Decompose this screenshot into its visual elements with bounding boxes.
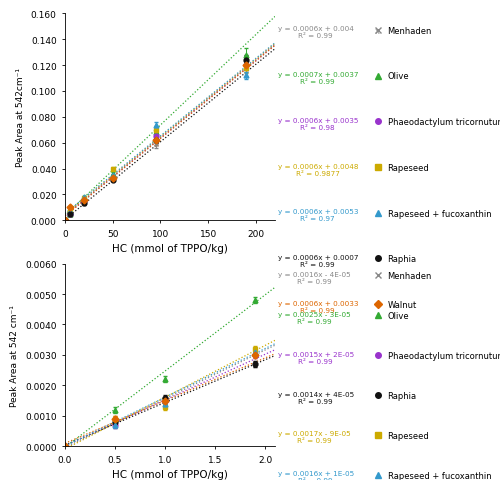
Text: Menhaden: Menhaden <box>388 272 432 280</box>
X-axis label: HC (mmol of TPPO/kg): HC (mmol of TPPO/kg) <box>112 244 228 253</box>
Text: y = 0.0006x + 0.0007
R² = 0.99: y = 0.0006x + 0.0007 R² = 0.99 <box>278 254 358 267</box>
Text: x: x <box>375 27 380 36</box>
Text: Olive: Olive <box>388 72 409 81</box>
Text: y = 0.0016x + 1E-05
R² = 0.99: y = 0.0016x + 1E-05 R² = 0.99 <box>278 470 354 480</box>
Text: Menhaden: Menhaden <box>388 27 432 36</box>
Text: y = 0.0006x + 0.0053
R² = 0.97: y = 0.0006x + 0.0053 R² = 0.97 <box>278 209 358 222</box>
Text: Raphia: Raphia <box>388 391 416 400</box>
Text: Rapeseed: Rapeseed <box>388 164 429 172</box>
Text: y = 0.0007x + 0.0037
R² = 0.99: y = 0.0007x + 0.0037 R² = 0.99 <box>278 72 358 85</box>
Y-axis label: Peak Area at 542cm⁻¹: Peak Area at 542cm⁻¹ <box>16 68 25 167</box>
Text: y = 0.0025x - 3E-05
R² = 0.99: y = 0.0025x - 3E-05 R² = 0.99 <box>278 311 350 324</box>
Text: Phaeodactylum tricornutum: Phaeodactylum tricornutum <box>388 118 500 127</box>
Text: y = 0.0015x + 2E-05
R² = 0.99: y = 0.0015x + 2E-05 R² = 0.99 <box>278 351 354 364</box>
Text: y = 0.0006x + 0.0033
R² = 0.99: y = 0.0006x + 0.0033 R² = 0.99 <box>278 300 358 313</box>
Text: y = 0.0006x + 0.004
R² = 0.99: y = 0.0006x + 0.004 R² = 0.99 <box>278 26 353 39</box>
Text: Olive: Olive <box>388 312 409 320</box>
Text: y = 0.0006x + 0.0035
R² = 0.98: y = 0.0006x + 0.0035 R² = 0.98 <box>278 118 358 131</box>
Text: y = 0.0017x - 9E-05
R² = 0.99: y = 0.0017x - 9E-05 R² = 0.99 <box>278 431 350 444</box>
Text: Raphia: Raphia <box>388 255 416 264</box>
Text: y = 0.0014x + 4E-05
R² = 0.99: y = 0.0014x + 4E-05 R² = 0.99 <box>278 391 354 404</box>
Text: Walnut: Walnut <box>388 300 417 309</box>
Text: Rapeseed: Rapeseed <box>388 431 429 440</box>
Text: y = 0.0006x + 0.0048
R² = 0.9877: y = 0.0006x + 0.0048 R² = 0.9877 <box>278 163 358 176</box>
Text: Rapeseed + fucoxanthin: Rapeseed + fucoxanthin <box>388 209 491 218</box>
Y-axis label: Peak Area at 542 cm⁻¹: Peak Area at 542 cm⁻¹ <box>10 304 20 406</box>
X-axis label: HC (mmol of TPPO/kg): HC (mmol of TPPO/kg) <box>112 469 228 479</box>
Text: y = 0.0016x - 4E-05
R² = 0.99: y = 0.0016x - 4E-05 R² = 0.99 <box>278 271 350 284</box>
Text: Phaeodactylum tricornutum: Phaeodactylum tricornutum <box>388 351 500 360</box>
Text: Rapeseed + fucoxanthin: Rapeseed + fucoxanthin <box>388 471 491 480</box>
